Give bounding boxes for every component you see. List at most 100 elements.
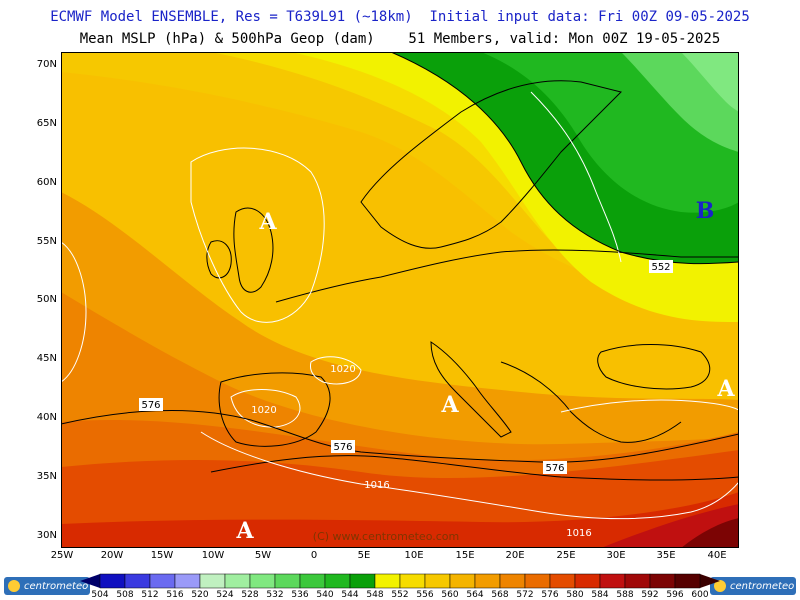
isobar-label-1016-b: 1016: [566, 528, 591, 539]
lon-label-20e: 20E: [505, 550, 525, 561]
centrometeo-logo-right[interactable]: centrometeo: [710, 577, 796, 595]
contour-label-576-b: 576: [333, 442, 352, 453]
colorbar-swatch: [274, 573, 301, 589]
colorbar-tick-label: 524: [216, 590, 234, 600]
lat-label-30n: 30N: [36, 530, 57, 541]
geop-contours: [61, 52, 739, 463]
centrometeo-logo-left[interactable]: centrometeo: [4, 577, 90, 595]
colorbar-swatch: [249, 573, 276, 589]
watermark: (C) www.centrometeo.com: [313, 530, 459, 543]
high-center-east[interactable]: A: [716, 376, 735, 402]
logo-globe-icon: [714, 580, 726, 592]
colorbar-tick-label: 516: [166, 590, 184, 600]
label-box-576-b: [331, 440, 355, 453]
colorbar-tick-label: 564: [466, 590, 484, 600]
isobar-russia: [530, 91, 622, 263]
lon-label-5w: 5W: [254, 550, 272, 561]
colorbar-swatch: [649, 573, 676, 589]
colorbar-tick-label: 568: [491, 590, 509, 600]
colorbar-tick-label: 508: [116, 590, 134, 600]
contour-labels: 552 576 576 576 1020 1020 1016 1016: [139, 260, 673, 539]
lat-label-70n: 70N: [36, 59, 57, 70]
logo-text-right: centrometeo: [730, 580, 795, 592]
lon-label-25e: 25E: [556, 550, 576, 561]
colorbar-tick-label: 580: [566, 590, 584, 600]
pressure-centers: A A A A B: [235, 198, 735, 544]
geop-band-540: [681, 52, 739, 112]
colorbar-tick-label: 576: [541, 590, 559, 600]
colorbar-tick-label: 572: [516, 590, 534, 600]
contour-label-576-a: 576: [141, 400, 160, 411]
coast-uk: [233, 207, 274, 293]
colorbar-tick-label: 544: [341, 590, 359, 600]
colorbar-swatch: [399, 573, 426, 589]
isobar-label-1020-a: 1020: [330, 364, 355, 375]
colorbar-swatch: [549, 573, 576, 589]
logo-text-left: centrometeo: [24, 580, 89, 592]
colorbar-tick-label: 588: [616, 590, 634, 600]
colorbar-swatch: [174, 573, 201, 589]
lat-label-50n: 50N: [36, 294, 57, 305]
colorbar-right-arrow: [700, 574, 720, 588]
label-box-576-a: [139, 398, 163, 411]
colorbar-tick-label: 532: [266, 590, 284, 600]
lon-label-25w: 25W: [50, 550, 74, 561]
colorbar-swatch: [449, 573, 476, 589]
colorbar-swatch: [674, 573, 701, 589]
colorbar-tick-label: 540: [316, 590, 334, 600]
low-center-russia[interactable]: B: [696, 198, 715, 224]
chart-title-line2: Mean MSLP (hPa) & 500hPa Geop (dam) 51 M…: [79, 31, 721, 47]
weather-map[interactable]: 552 576 576 576 1020 1020 1016 1016 A A …: [61, 52, 739, 548]
geop-band-596: [681, 518, 739, 548]
colorbar-swatch: [224, 573, 251, 589]
colorbar-tick-label: 596: [666, 590, 684, 600]
lon-label-10e: 10E: [404, 550, 424, 561]
logo-globe-icon: [8, 580, 20, 592]
isobar-1016-west: [61, 241, 87, 383]
lat-label-60n: 60N: [36, 177, 57, 188]
colorbar-tick-label: 600: [691, 590, 709, 600]
geop-contour-576: [61, 409, 739, 463]
coast-scandinavia: [360, 80, 622, 249]
coast-north-africa: [210, 455, 739, 481]
lat-label-35n: 35N: [36, 471, 57, 482]
lat-label-65n: 65N: [36, 118, 57, 129]
colorbar-tick-label: 552: [391, 590, 409, 600]
coast-black-sea: [597, 344, 711, 390]
lat-label-55n: 55N: [36, 236, 57, 247]
map-border: [61, 52, 739, 548]
lon-label-30e: 30E: [606, 550, 626, 561]
lon-label-15e: 15E: [455, 550, 475, 561]
colorbar-tick-label: 528: [241, 590, 259, 600]
colorbar-tick-label: 584: [591, 590, 609, 600]
colorbar-swatch: [599, 573, 626, 589]
colorbar-tick-label: 504: [91, 590, 109, 600]
colorbar-swatch: [424, 573, 451, 589]
geop-band-588: [61, 492, 739, 548]
coast-balkans: [500, 361, 682, 443]
colorbar-swatch: [499, 573, 526, 589]
lon-label-40e: 40E: [707, 550, 727, 561]
colorbar-tick-label: 536: [291, 590, 309, 600]
high-center-uk[interactable]: A: [258, 209, 277, 235]
label-box-576-c: [543, 461, 567, 474]
lon-label-0: 0: [310, 550, 318, 561]
contour-label-576-c: 576: [545, 463, 564, 474]
high-center-morocco[interactable]: A: [235, 518, 254, 544]
colorbar-tick-label: 592: [641, 590, 659, 600]
colorbar-swatch: [299, 573, 326, 589]
isobar-label-1016-a: 1016: [364, 480, 389, 491]
colorbar-tick-label: 520: [191, 590, 209, 600]
coast-europe-mainland: [275, 249, 739, 303]
lon-label-15w: 15W: [150, 550, 174, 561]
coast-italy: [430, 341, 512, 438]
colorbar-tick-label: 556: [416, 590, 434, 600]
chart-title-line1: ECMWF Model ENSEMBLE, Res = T639L91 (~18…: [50, 9, 750, 25]
high-center-med[interactable]: A: [440, 392, 459, 418]
colorbar-swatch: [374, 573, 401, 589]
colorbar-swatch: [124, 573, 151, 589]
geop-contour-552: [390, 52, 739, 265]
isobar-label-1020-b: 1020: [251, 405, 276, 416]
colorbar-tick-label: 560: [441, 590, 459, 600]
colorbar-left-arrow: [80, 574, 100, 588]
